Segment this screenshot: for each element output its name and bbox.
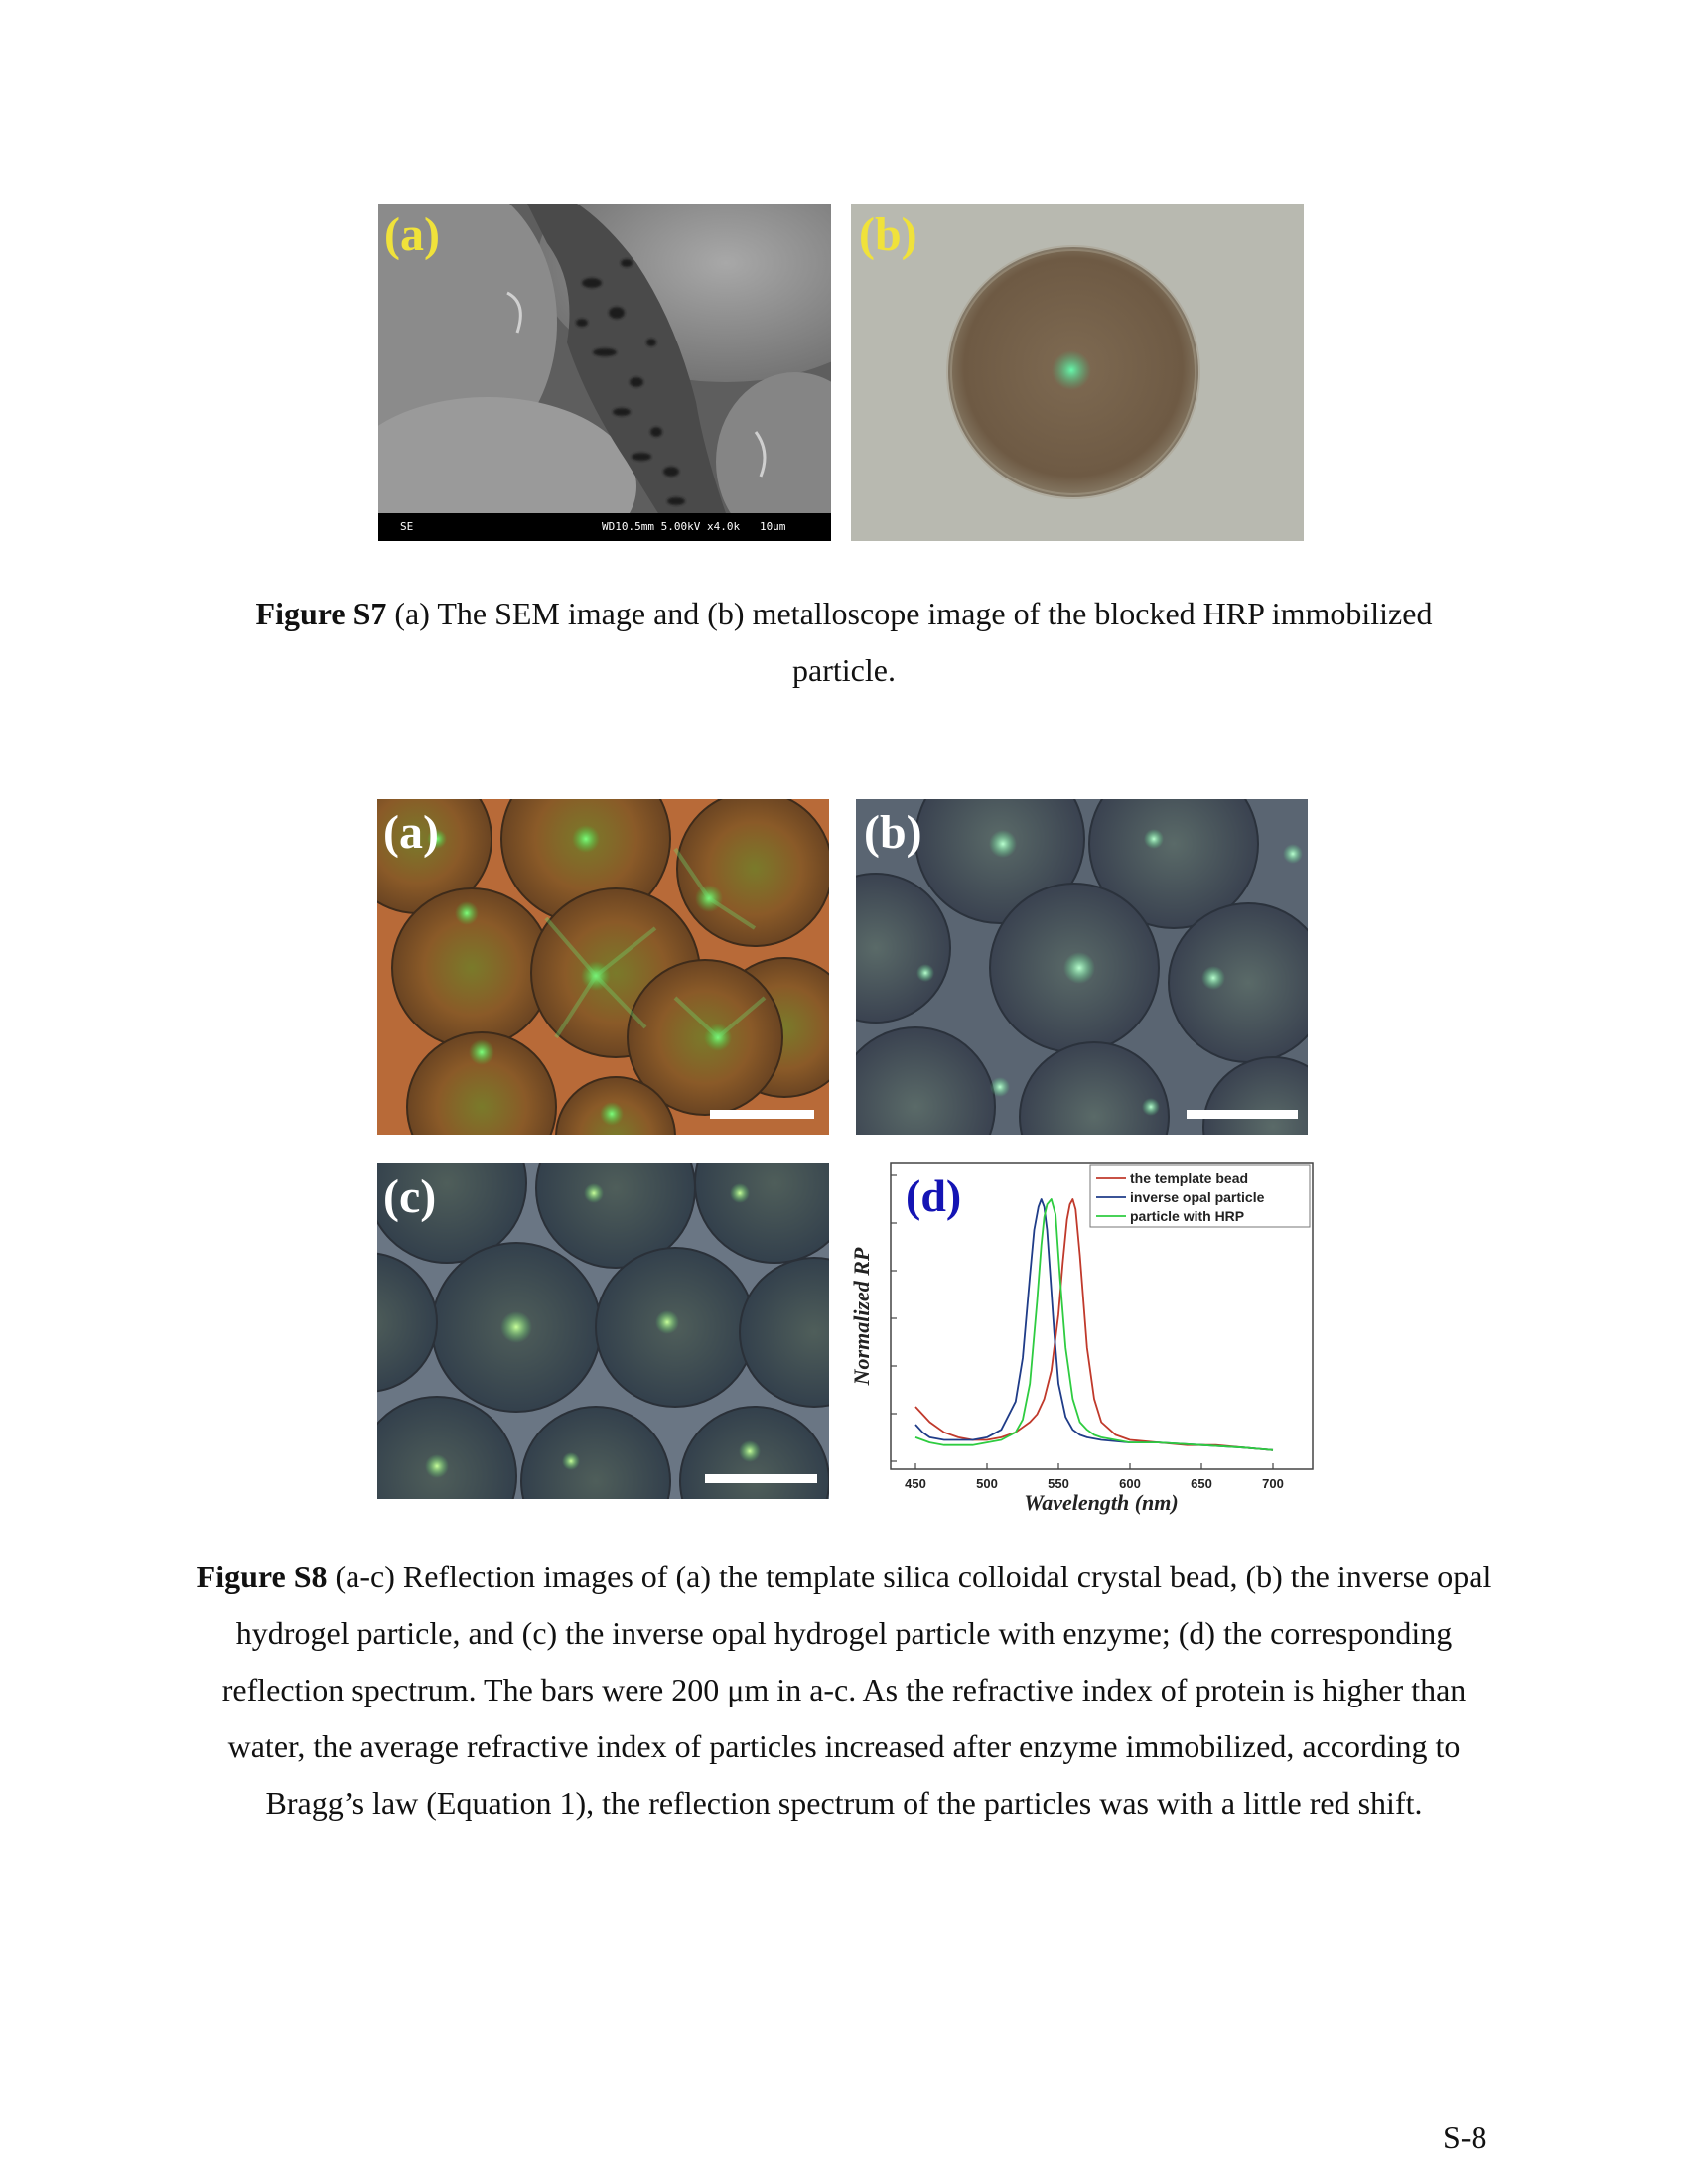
panel-label-a: (a) xyxy=(384,208,440,261)
x-tick-label: 600 xyxy=(1119,1476,1141,1491)
figure-s7-panel-a: SE WD10.5mm 5.00kV x4.0k 10um (a) xyxy=(378,204,831,541)
panel-label-a: (a) xyxy=(383,806,439,859)
reflection-spectrum-chart: 450 500 550 600 650 700 the template bead inve… xyxy=(849,1162,1314,1515)
figure-s7-panel-b: (b) xyxy=(851,204,1304,541)
panel-label-b: (b) xyxy=(859,208,917,261)
sem-info-bar: SE WD10.5mm 5.00kV x4.0k 10um xyxy=(378,513,831,541)
legend-items: the template bead inverse opal particle pa… xyxy=(1096,1170,1265,1224)
figure-s8-panel-a: (a) xyxy=(377,799,829,1135)
figure-s7-caption-text: (a) The SEM image and (b) metalloscope i… xyxy=(386,596,1433,688)
x-tick-label: 700 xyxy=(1262,1476,1284,1491)
figure-s8-caption-text: (a-c) Reflection images of (a) the templ… xyxy=(221,1559,1492,1821)
scale-bar-c xyxy=(705,1474,817,1483)
x-ticks: 450 500 550 600 650 700 xyxy=(905,1463,1284,1491)
panel-label-d: (d) xyxy=(906,1170,961,1221)
scale-bar-b xyxy=(1187,1110,1298,1119)
sem-info-right: WD10.5mm 5.00kV x4.0k 10um xyxy=(602,520,786,533)
sem-image xyxy=(378,204,831,541)
panel-label-b: (b) xyxy=(864,806,922,859)
x-tick-label: 500 xyxy=(976,1476,998,1491)
x-tick-label: 550 xyxy=(1048,1476,1069,1491)
legend-label: particle with HRP xyxy=(1130,1208,1244,1224)
legend: the template bead inverse opal particle pa… xyxy=(1089,1164,1311,1228)
x-tick-label: 450 xyxy=(905,1476,926,1491)
metalloscope-image xyxy=(851,204,1304,541)
page-number: S-8 xyxy=(1443,2119,1487,2155)
y-ticks xyxy=(891,1174,897,1462)
sem-info-left: SE xyxy=(400,520,414,533)
series-line-2 xyxy=(914,1198,1274,1451)
scale-bar-a xyxy=(710,1110,814,1119)
legend-box xyxy=(1089,1164,1311,1228)
figure-s8-panel-c: (c) xyxy=(377,1163,829,1499)
figure-s7-caption-label: Figure S7 xyxy=(255,596,387,631)
hrp-particle-image xyxy=(377,1163,829,1499)
figure-s8-panel-b: (b) xyxy=(856,799,1308,1135)
series-line-3 xyxy=(914,1198,1274,1451)
figure-s7-caption: Figure S7 (a) The SEM image and (b) meta… xyxy=(209,586,1479,699)
x-tick-label: 650 xyxy=(1191,1476,1212,1491)
figure-s8-caption-label: Figure S8 xyxy=(196,1559,328,1594)
series-lines xyxy=(914,1198,1274,1451)
inverse-opal-image xyxy=(856,799,1308,1135)
figure-s8-panel-d: 450 500 550 600 650 700 the template bead inve… xyxy=(846,1160,1318,1519)
y-axis-label: Normalized RP xyxy=(849,1247,874,1386)
template-bead-image xyxy=(377,799,829,1135)
x-axis-label: Wavelength (nm) xyxy=(1024,1490,1178,1515)
panel-label-c: (c) xyxy=(383,1170,437,1223)
legend-label: the template bead xyxy=(1130,1170,1248,1186)
series-line-1 xyxy=(914,1198,1274,1451)
figure-s8-caption: Figure S8 (a-c) Reflection images of (a)… xyxy=(195,1549,1493,1832)
legend-label: inverse opal particle xyxy=(1130,1189,1265,1205)
